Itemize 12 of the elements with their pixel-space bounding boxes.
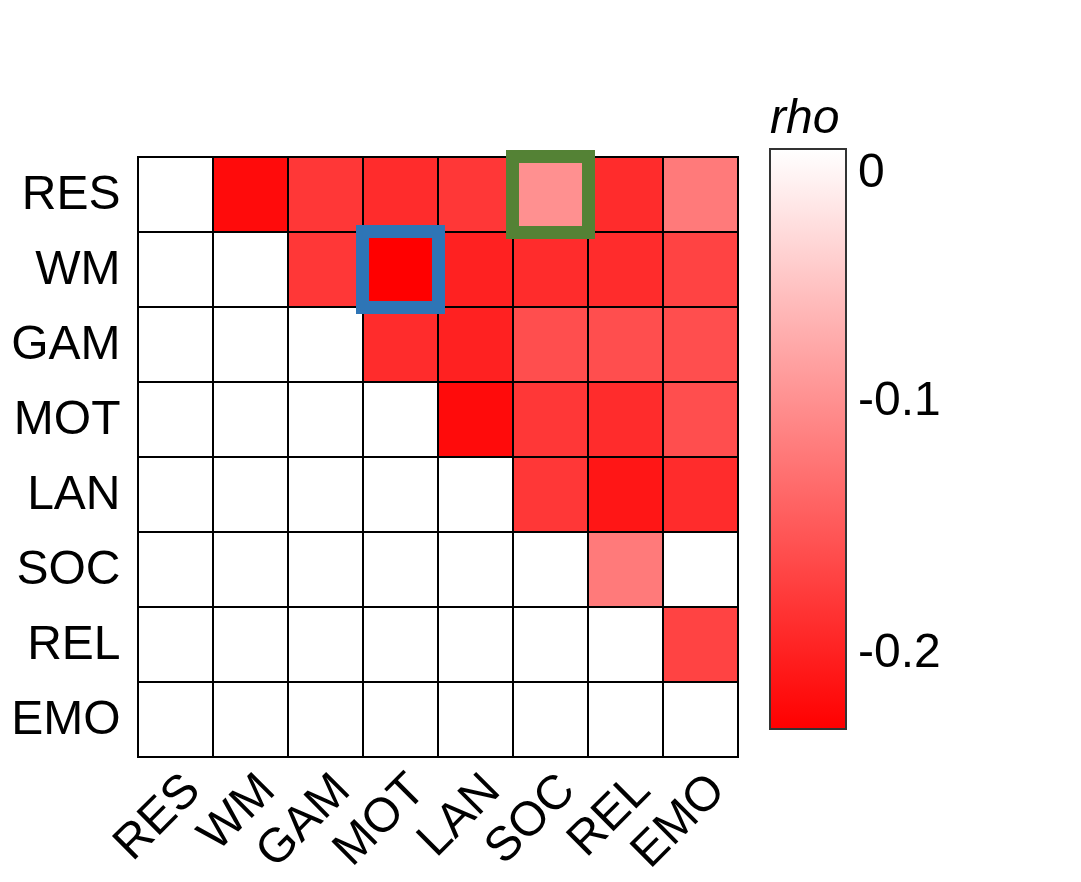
- y-tick-label: EMO: [11, 690, 121, 744]
- color-bar-label: -0.2: [858, 624, 941, 678]
- y-tick-label: GAM: [11, 315, 121, 369]
- y-tick-label: RES: [21, 165, 121, 219]
- color-bar-title: rho: [770, 90, 840, 143]
- color-bar-label: 0: [858, 144, 885, 197]
- y-tick-label: LAN: [27, 465, 121, 519]
- y-tick-label: SOC: [16, 540, 121, 594]
- y-tick-label: MOT: [13, 390, 121, 444]
- y-tick-label: REL: [27, 615, 121, 669]
- color-bar-label: -0.1: [858, 372, 941, 426]
- y-tick-label: WM: [35, 240, 121, 294]
